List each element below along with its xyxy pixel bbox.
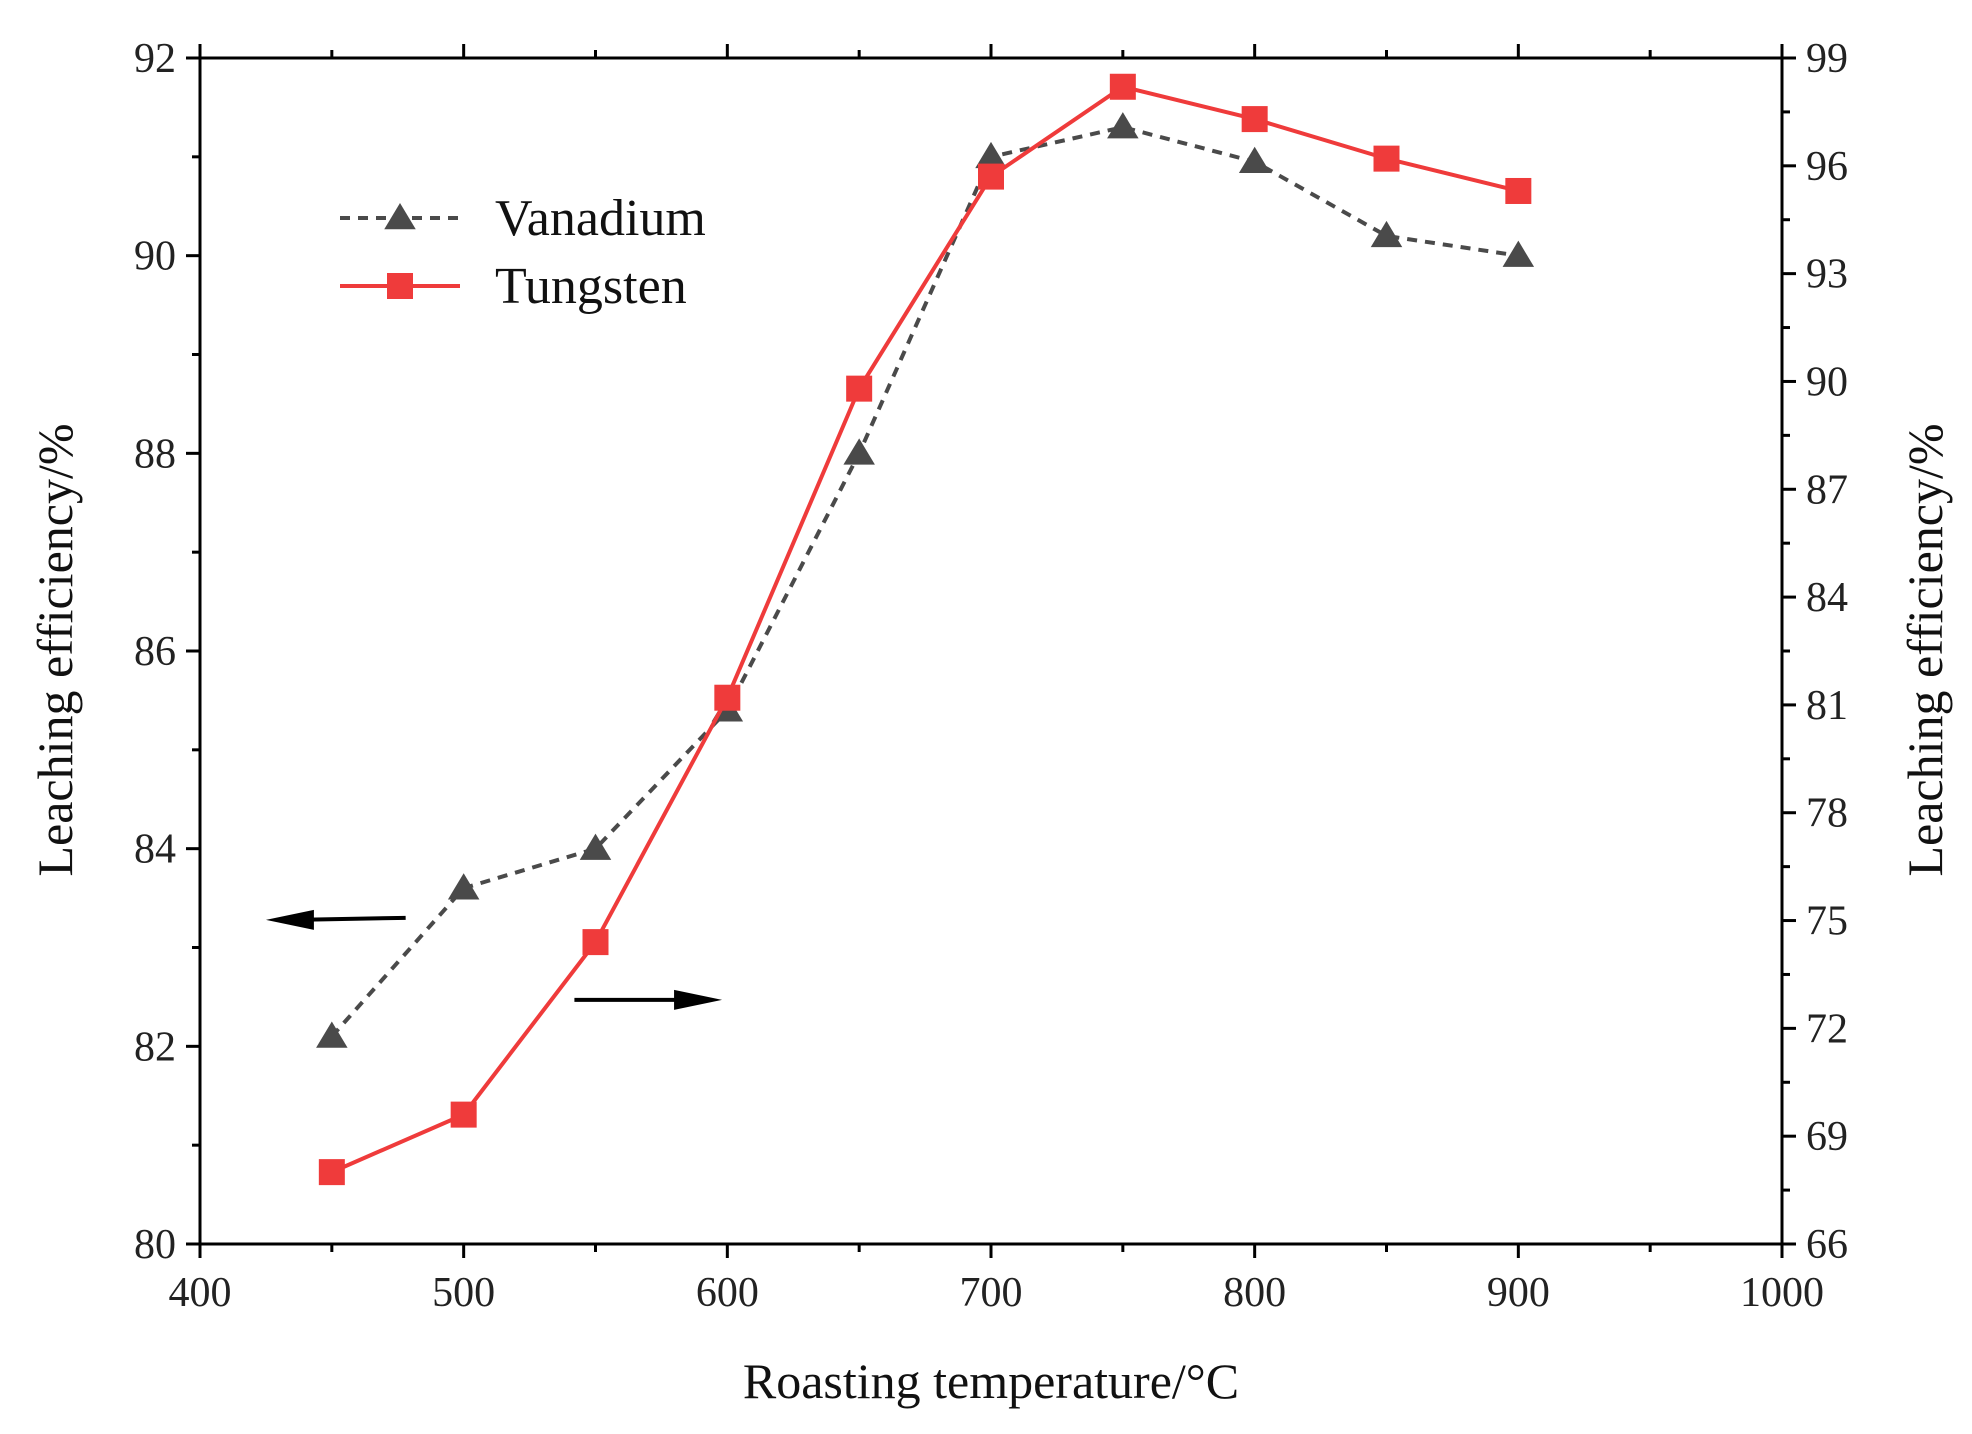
right-arrow-head xyxy=(674,989,723,1010)
y-left-tick-label: 86 xyxy=(134,629,176,675)
series-tungsten xyxy=(318,73,1532,1186)
y-left-tick-label: 90 xyxy=(134,234,176,280)
y-right-tick-label: 78 xyxy=(1806,791,1848,837)
legend-label: Tungsten xyxy=(495,258,687,315)
tungsten-point xyxy=(450,1101,477,1128)
vanadium-point xyxy=(1502,240,1535,267)
vanadium-point xyxy=(316,1021,348,1048)
y-right-tick-label: 90 xyxy=(1806,359,1848,405)
x-tick-label: 600 xyxy=(696,1270,759,1316)
tungsten-point xyxy=(318,1159,345,1186)
tungsten-point xyxy=(1241,106,1268,133)
x-tick-label: 1000 xyxy=(1740,1270,1824,1316)
tungsten-point xyxy=(1109,73,1136,100)
y-left-tick-label: 92 xyxy=(134,36,176,82)
vanadium-point xyxy=(843,438,875,465)
legend-entry-vanadium: Vanadium xyxy=(340,190,706,247)
series-vanadium xyxy=(316,112,1535,1048)
y-left-tick-label: 80 xyxy=(134,1222,176,1268)
y-right-tick-label: 66 xyxy=(1806,1222,1848,1268)
y-right-tick-label: 93 xyxy=(1806,252,1848,298)
x-tick-label: 800 xyxy=(1223,1270,1286,1316)
y-right-tick-label: 99 xyxy=(1806,36,1848,82)
y-right-tick-label: 84 xyxy=(1806,575,1848,621)
y-left-tick-label: 82 xyxy=(134,1024,176,1070)
legend-marker xyxy=(387,273,413,299)
y-axis-right-title: Leaching efficiency/% xyxy=(1897,423,1953,876)
y-right-tick-label: 72 xyxy=(1806,1006,1848,1052)
x-tick-label: 400 xyxy=(169,1270,232,1316)
vanadium-point xyxy=(975,141,1007,169)
x-tick-label: 900 xyxy=(1487,1270,1550,1316)
tungsten-line xyxy=(331,84,1519,1174)
y-right-tick-label: 75 xyxy=(1806,899,1848,945)
vanadium-point xyxy=(1107,112,1139,139)
legend-entry-tungsten: Tungsten xyxy=(340,258,687,315)
vanadium-point xyxy=(1370,220,1403,248)
x-axis-title: Roasting temperature/°C xyxy=(743,1353,1239,1409)
legend-marker xyxy=(384,203,416,230)
ticks-layer: 400 500 600 700 800 900 1000 80 82 84 86 88 90 92 66 69… xyxy=(134,36,1848,1316)
y-right-tick-label: 87 xyxy=(1806,467,1848,513)
vanadium-point xyxy=(1238,146,1271,174)
y-axis-left-title: Leaching efficiency/% xyxy=(27,423,83,876)
tungsten-point xyxy=(582,929,609,956)
vanadium-point xyxy=(447,873,480,900)
left-arrow-shaft xyxy=(295,915,406,922)
y-right-tick-label: 96 xyxy=(1806,144,1848,190)
tungsten-point xyxy=(1505,177,1532,204)
y-right-tick-label: 69 xyxy=(1806,1114,1848,1160)
tungsten-point xyxy=(714,684,741,711)
vanadium-point xyxy=(579,833,612,860)
legend: Vanadium Tungsten xyxy=(340,190,706,315)
legend-label: Vanadium xyxy=(495,190,706,247)
tungsten-point xyxy=(1373,145,1400,172)
y-left-tick-label: 84 xyxy=(134,827,176,873)
plot-frame xyxy=(198,56,1784,1246)
vanadium-line xyxy=(330,125,1519,1038)
left-arrow-head xyxy=(265,909,314,930)
tungsten-point xyxy=(846,375,873,402)
axis-arrows xyxy=(265,909,723,1010)
tungsten-point xyxy=(978,163,1004,190)
series-layer xyxy=(316,73,1535,1186)
x-tick-label: 700 xyxy=(960,1270,1023,1316)
x-tick-label: 500 xyxy=(432,1270,495,1316)
y-right-tick-label: 81 xyxy=(1806,683,1848,729)
y-left-tick-label: 88 xyxy=(134,431,176,477)
